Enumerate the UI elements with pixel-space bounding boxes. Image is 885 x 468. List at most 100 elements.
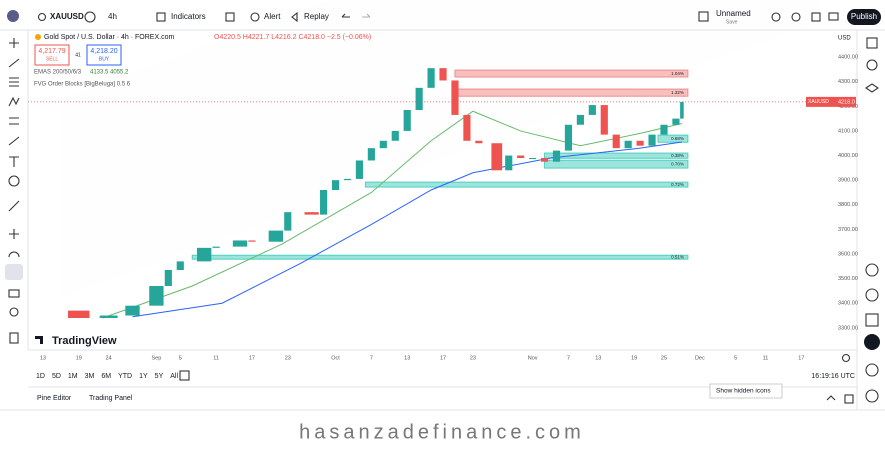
range-button[interactable]: 1D bbox=[36, 373, 45, 380]
candle bbox=[576, 114, 584, 125]
y-tick-label: 4000.00 bbox=[838, 153, 858, 159]
candle bbox=[164, 270, 172, 286]
x-tick-label: 24 bbox=[106, 355, 112, 361]
range-button[interactable]: 5Y bbox=[155, 373, 164, 380]
interval[interactable]: 4h bbox=[108, 12, 117, 21]
indicators[interactable]: Indicators bbox=[171, 12, 206, 21]
templates-icon[interactable] bbox=[225, 12, 235, 22]
zone-label: 0.68% bbox=[671, 136, 684, 141]
avatar[interactable] bbox=[7, 10, 19, 22]
y-tick-label: 4300.00 bbox=[838, 79, 858, 85]
x-tick-label: Oct bbox=[331, 355, 340, 361]
right-sidebar bbox=[864, 37, 880, 403]
y-tick-label: 3800.00 bbox=[838, 202, 858, 208]
hide[interactable] bbox=[9, 307, 19, 317]
y-tick-label: 4400.00 bbox=[838, 55, 858, 61]
publish[interactable]: Publish bbox=[851, 12, 877, 21]
range-button[interactable]: All bbox=[170, 373, 178, 380]
candle bbox=[176, 261, 184, 270]
alerts[interactable] bbox=[866, 59, 878, 71]
ruler[interactable] bbox=[8, 200, 20, 212]
candle bbox=[540, 158, 549, 162]
replay-icon[interactable] bbox=[291, 11, 298, 23]
alert[interactable]: Alert bbox=[264, 12, 281, 21]
add-symbol[interactable] bbox=[84, 11, 96, 23]
text-tool[interactable] bbox=[9, 156, 19, 167]
date-range-icon[interactable] bbox=[179, 370, 190, 381]
zoom[interactable] bbox=[9, 229, 19, 239]
x-tick-label: 17 bbox=[440, 355, 446, 361]
candle bbox=[149, 286, 164, 306]
help[interactable] bbox=[865, 389, 879, 403]
candle bbox=[343, 178, 352, 181]
buy-box[interactable] bbox=[86, 44, 122, 66]
x-tick-label: 5 bbox=[179, 355, 182, 361]
candle bbox=[451, 80, 459, 115]
range-button[interactable]: 6M bbox=[101, 373, 111, 380]
layers[interactable] bbox=[865, 83, 879, 93]
lock-active[interactable] bbox=[5, 264, 23, 280]
magnet[interactable] bbox=[8, 251, 20, 258]
y-tick-label: 3400.00 bbox=[838, 301, 858, 307]
trend-line[interactable] bbox=[8, 58, 20, 68]
logo: TradingView bbox=[52, 335, 117, 347]
buy-label[interactable]: BUY bbox=[99, 56, 110, 62]
sell-box[interactable] bbox=[34, 44, 70, 66]
range-button[interactable]: 3M bbox=[85, 373, 95, 380]
alert-icon[interactable] bbox=[250, 12, 260, 22]
range-button[interactable]: 5D bbox=[52, 373, 61, 380]
candle bbox=[367, 148, 375, 161]
top-bar bbox=[0, 0, 885, 30]
layout-checkbox[interactable] bbox=[698, 11, 709, 22]
x-tick-label: 13 bbox=[40, 355, 46, 361]
sell-label[interactable]: SELL bbox=[46, 56, 58, 62]
x-tick-label: Dec bbox=[695, 355, 705, 361]
indicators-icon[interactable] bbox=[156, 12, 166, 22]
symbol[interactable]: XAUUSD bbox=[50, 12, 84, 21]
buy-price[interactable]: 4,218.20 bbox=[90, 48, 117, 55]
layout-name[interactable]: Unnamed bbox=[716, 9, 751, 18]
range-button[interactable]: 1Y bbox=[139, 373, 148, 380]
publish-button[interactable] bbox=[847, 9, 881, 25]
sell-price[interactable]: 4,217.79 bbox=[38, 48, 65, 55]
streams[interactable] bbox=[865, 288, 879, 302]
expand[interactable] bbox=[826, 395, 836, 401]
settings-small[interactable] bbox=[841, 353, 851, 363]
notifications[interactable] bbox=[865, 363, 879, 377]
x-tick-label: 17 bbox=[249, 355, 255, 361]
brush[interactable] bbox=[8, 136, 20, 146]
lock[interactable] bbox=[8, 289, 20, 298]
fullscreen[interactable] bbox=[811, 12, 821, 22]
save-label[interactable]: Save bbox=[726, 19, 738, 25]
apps[interactable] bbox=[864, 334, 880, 350]
crosshair[interactable] bbox=[9, 38, 19, 48]
delete[interactable] bbox=[9, 332, 19, 344]
settings[interactable] bbox=[791, 12, 801, 22]
maximize[interactable] bbox=[844, 394, 854, 404]
panel-tab[interactable]: Pine Editor bbox=[37, 395, 72, 402]
zone-label: 0.51% bbox=[671, 254, 684, 259]
undo[interactable] bbox=[341, 13, 350, 18]
range-button[interactable]: 1M bbox=[68, 373, 78, 380]
candle bbox=[648, 134, 656, 146]
forecast-tool[interactable] bbox=[9, 117, 19, 125]
range-buttons: 1D 5D 1M 3M 6M YTD 1Y 5Y All bbox=[36, 373, 178, 380]
snapshot[interactable] bbox=[828, 12, 839, 21]
replay[interactable]: Replay bbox=[304, 12, 329, 21]
logo-icon bbox=[35, 336, 43, 344]
quick-search[interactable] bbox=[771, 12, 781, 22]
fvg-zone bbox=[544, 152, 689, 159]
fib-tool[interactable] bbox=[9, 77, 19, 87]
redo[interactable] bbox=[362, 13, 371, 18]
ideas[interactable] bbox=[865, 263, 879, 277]
emoji[interactable] bbox=[8, 175, 20, 187]
panel-tab[interactable]: Trading Panel bbox=[89, 395, 133, 402]
candle bbox=[636, 140, 644, 146]
tooltip-box bbox=[709, 383, 783, 399]
search-icon[interactable] bbox=[37, 12, 47, 22]
pattern-tool[interactable] bbox=[8, 96, 20, 107]
calendar[interactable] bbox=[865, 313, 879, 327]
watchlist[interactable] bbox=[866, 37, 878, 49]
range-button[interactable]: YTD bbox=[118, 373, 132, 380]
x-tick-label: 23 bbox=[470, 355, 476, 361]
